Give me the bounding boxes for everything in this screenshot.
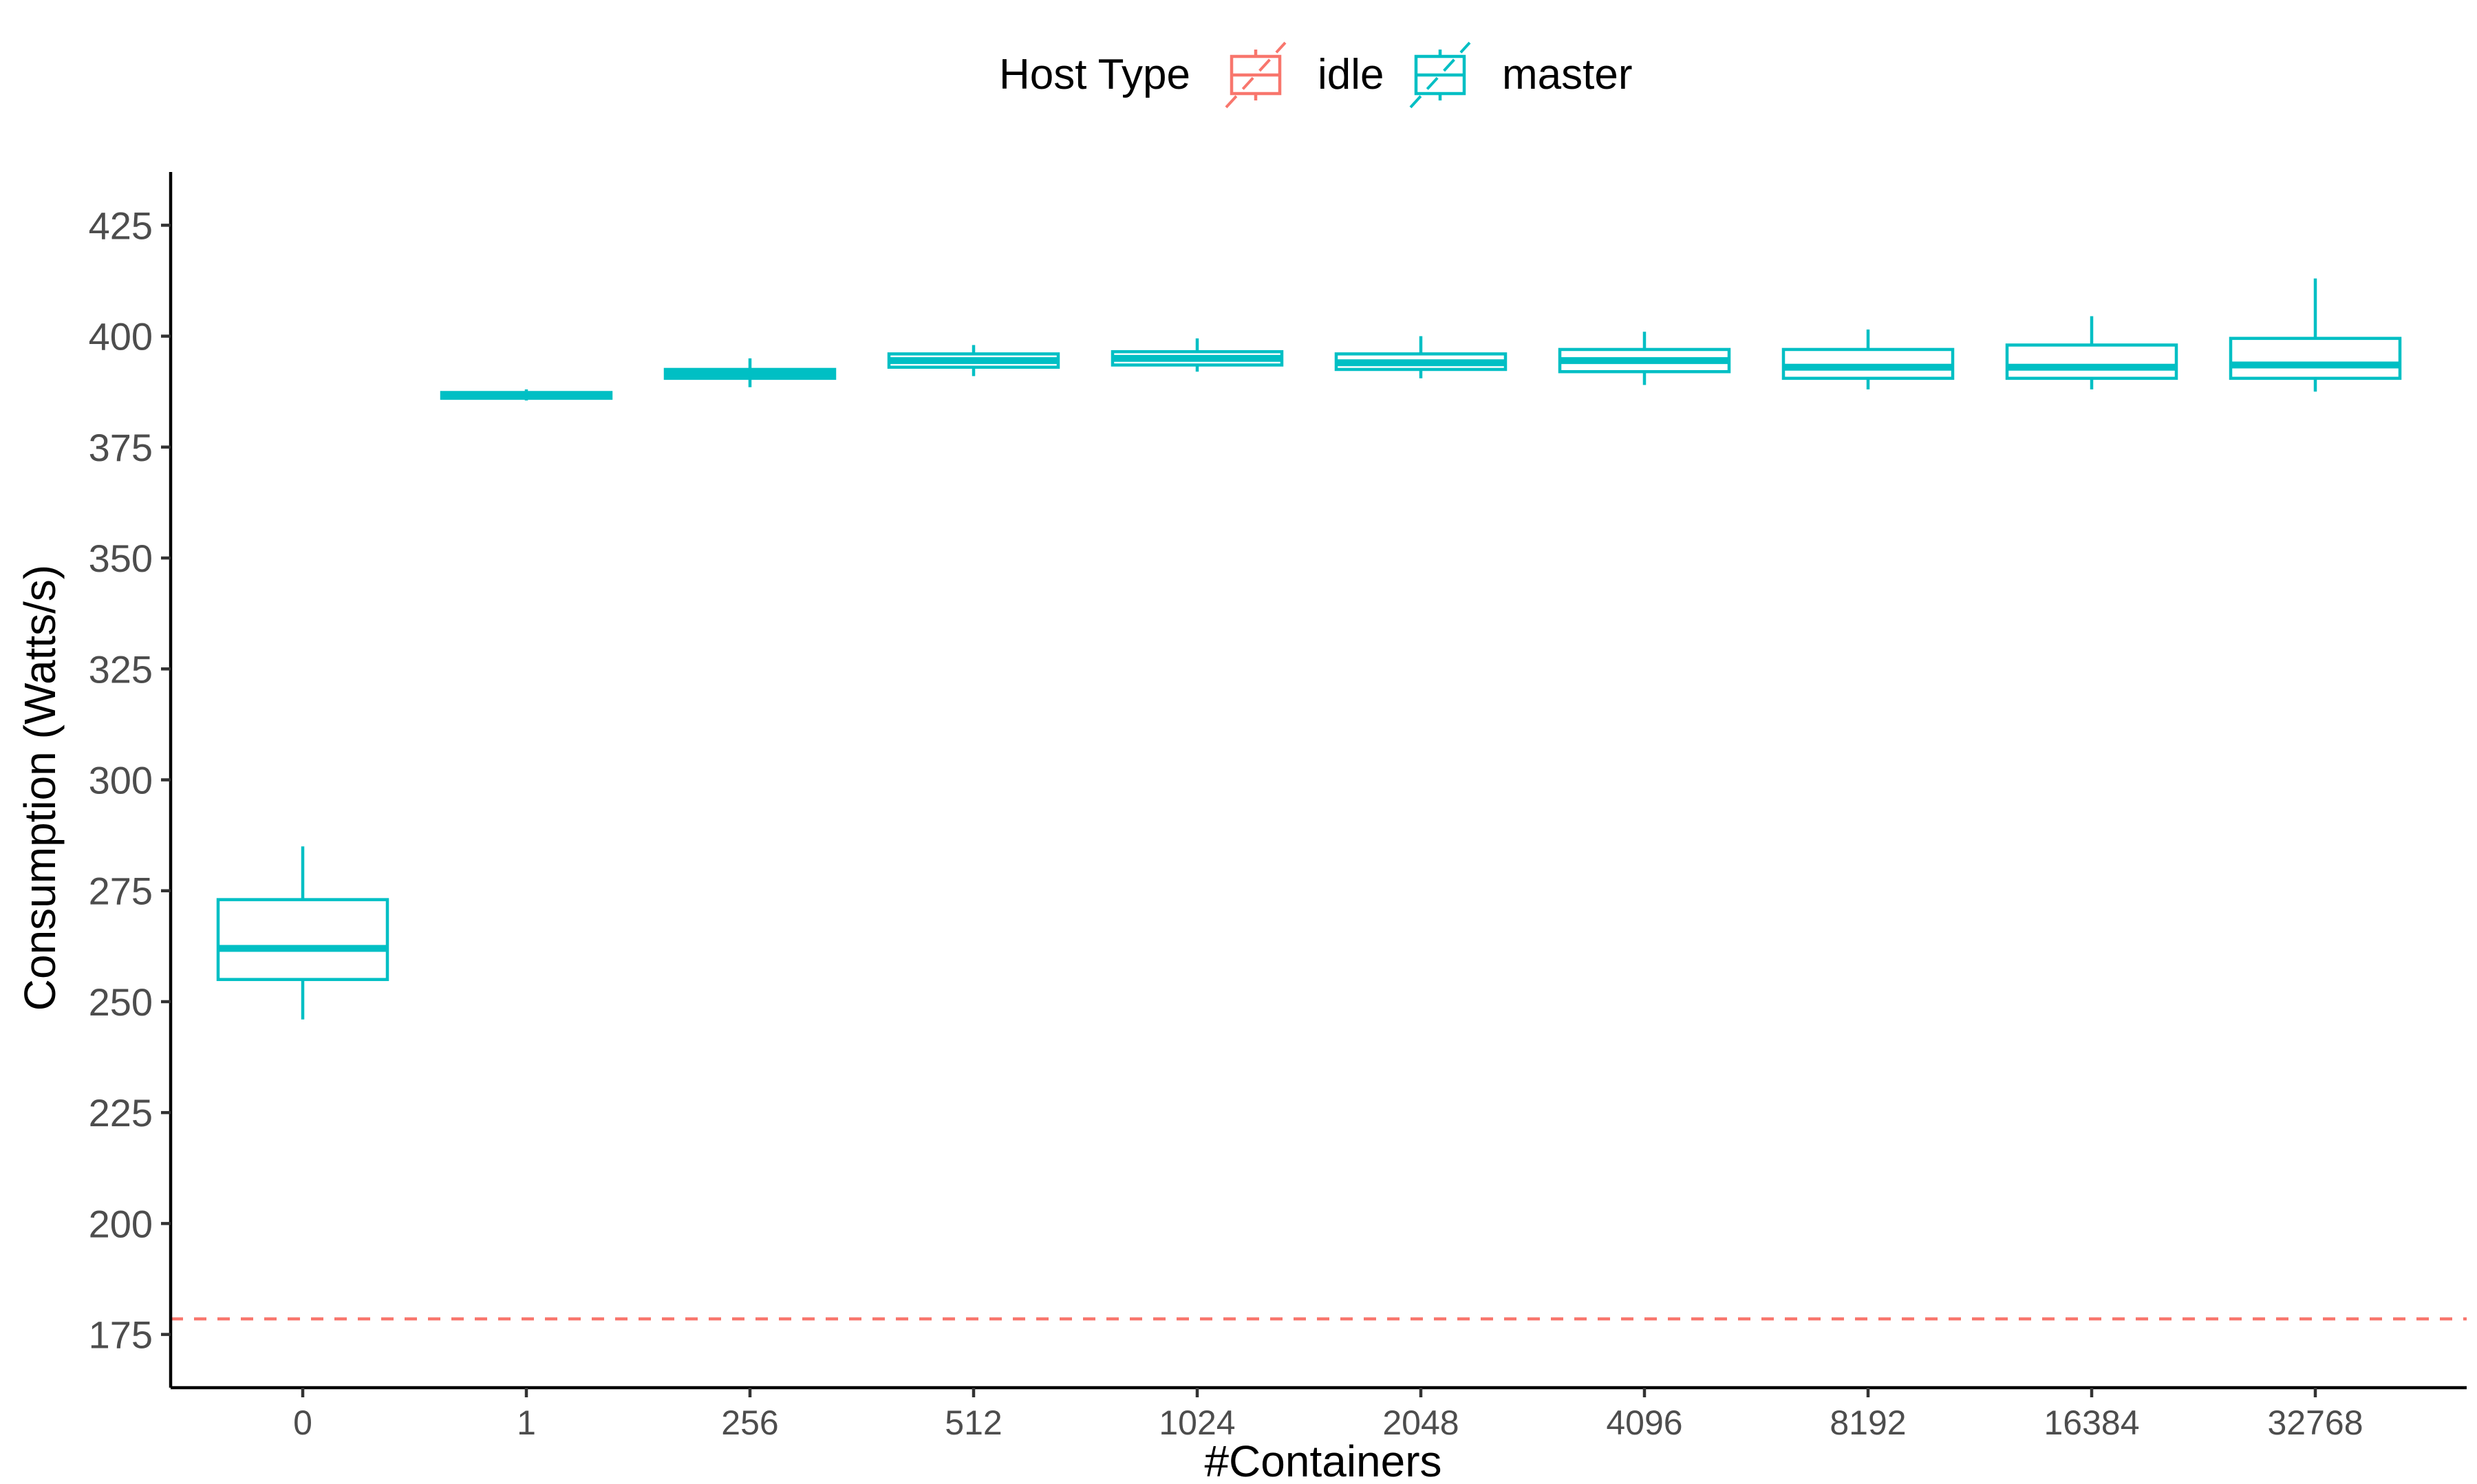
x-tick-label-256: 256 [721, 1404, 778, 1442]
box-2048 [1334, 336, 1508, 378]
box-body-0 [216, 898, 389, 981]
x-tick-label-4096: 4096 [1606, 1404, 1682, 1442]
legend-label-master: master [1502, 51, 1632, 98]
x-tick-label-1: 1 [517, 1404, 536, 1442]
y-tick-label-325: 325 [89, 647, 153, 691]
box-0 [216, 846, 389, 1020]
x-tick-label-32768: 32768 [2267, 1404, 2363, 1442]
x-tick-label-8192: 8192 [1830, 1404, 1906, 1442]
box-16384 [2005, 316, 2178, 389]
box-256 [663, 358, 837, 387]
y-tick-label-275: 275 [89, 870, 153, 913]
legend-item-master: master [1409, 41, 1632, 109]
y-axis-title: Consumption (Watts/s) [15, 565, 65, 1011]
plot-area [171, 278, 2467, 1321]
x-tick-label-16384: 16384 [2044, 1404, 2139, 1442]
x-tick-label-512: 512 [945, 1404, 1002, 1442]
box-1 [440, 389, 613, 401]
box-32768 [2229, 278, 2402, 392]
legend: Host Type idle master [999, 41, 1632, 109]
legend-title: Host Type [999, 51, 1190, 98]
x-axis-title: #Containers [1204, 1437, 1441, 1484]
y-tick-label-400: 400 [89, 315, 153, 358]
box-1024 [1111, 338, 1284, 372]
box-512 [887, 345, 1060, 376]
y-tick-label-300: 300 [89, 759, 153, 802]
y-tick-label-350: 350 [89, 537, 153, 580]
y-tick-label-225: 225 [89, 1091, 153, 1134]
axes: 175 200 225 250 275 300 325 350 375 400 425 0 1 256 51… [89, 172, 2467, 1442]
box-body-32768 [2229, 336, 2402, 380]
x-tick-label-1024: 1024 [1159, 1404, 1235, 1442]
y-tick-label-250: 250 [89, 980, 153, 1024]
x-tick-label-0: 0 [293, 1404, 312, 1442]
y-tick-label-200: 200 [89, 1202, 153, 1245]
box-8192 [1781, 329, 1955, 389]
box-body-16384 [2005, 343, 2178, 380]
y-tick-label-175: 175 [89, 1313, 153, 1357]
y-tick-label-375: 375 [89, 426, 153, 469]
legend-item-idle: idle [1225, 41, 1384, 109]
x-tick-label-2048: 2048 [1382, 1404, 1459, 1442]
legend-key-idle [1225, 41, 1287, 109]
legend-key-master [1409, 41, 1471, 109]
y-tick-label-425: 425 [89, 204, 153, 247]
box-4096 [1558, 332, 1731, 385]
legend-label-idle: idle [1318, 51, 1384, 98]
